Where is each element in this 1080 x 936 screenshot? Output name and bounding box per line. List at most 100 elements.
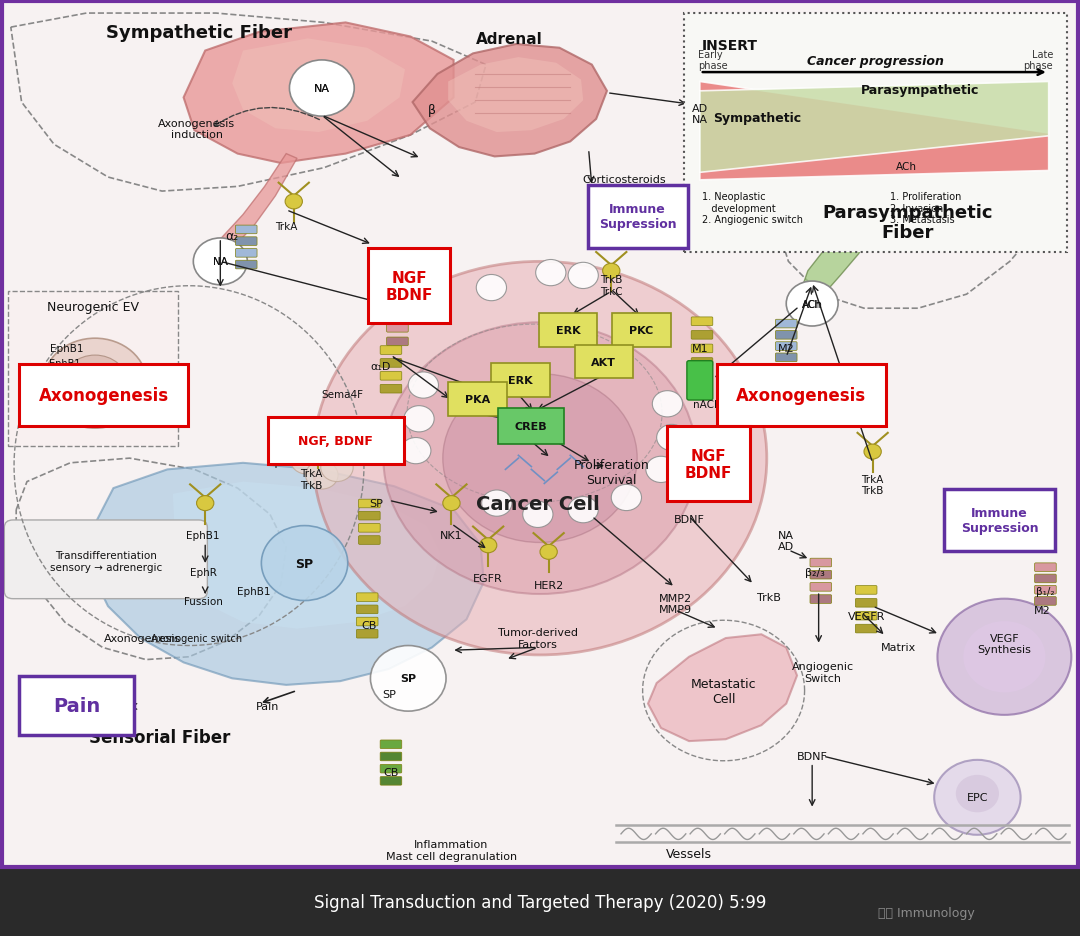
Text: Early
phase: Early phase	[698, 50, 727, 71]
Text: ACh: ACh	[895, 162, 917, 171]
FancyBboxPatch shape	[0, 0, 1080, 866]
FancyBboxPatch shape	[775, 331, 797, 340]
Text: Signal Transduction and Targeted Therapy (2020) 5:99: Signal Transduction and Targeted Therapy…	[314, 893, 766, 912]
FancyBboxPatch shape	[588, 185, 688, 249]
FancyBboxPatch shape	[356, 606, 378, 614]
Text: ACh: ACh	[801, 300, 823, 309]
Text: NGF
BDNF: NGF BDNF	[386, 271, 433, 302]
FancyBboxPatch shape	[359, 524, 380, 533]
FancyBboxPatch shape	[356, 630, 378, 638]
FancyBboxPatch shape	[359, 512, 380, 520]
FancyBboxPatch shape	[387, 338, 408, 346]
Text: Matrix: Matrix	[881, 643, 916, 652]
Text: M2: M2	[1034, 606, 1051, 615]
FancyBboxPatch shape	[356, 593, 378, 602]
Text: Sympathetic: Sympathetic	[713, 112, 801, 125]
Text: Axonogenesis
induction: Axonogenesis induction	[158, 118, 235, 140]
Text: α₂: α₂	[226, 229, 239, 242]
FancyBboxPatch shape	[19, 677, 134, 736]
Circle shape	[536, 260, 566, 286]
Circle shape	[963, 622, 1045, 693]
Text: nAChR: nAChR	[693, 400, 728, 409]
FancyBboxPatch shape	[235, 238, 257, 246]
Text: CB: CB	[383, 768, 399, 777]
Text: PKA: PKA	[464, 395, 490, 404]
Text: TrkA: TrkA	[275, 222, 297, 231]
Circle shape	[82, 389, 91, 397]
Circle shape	[306, 461, 338, 490]
Polygon shape	[211, 154, 297, 253]
Text: EphB1: EphB1	[49, 358, 81, 368]
Polygon shape	[700, 82, 1049, 173]
FancyBboxPatch shape	[235, 261, 257, 270]
FancyBboxPatch shape	[380, 385, 402, 393]
Text: Corticosteroids: Corticosteroids	[582, 175, 666, 184]
Text: M1: M1	[691, 344, 708, 353]
FancyBboxPatch shape	[717, 365, 886, 427]
FancyBboxPatch shape	[4, 520, 207, 599]
Circle shape	[611, 485, 642, 511]
Polygon shape	[448, 58, 583, 133]
Polygon shape	[842, 124, 959, 202]
Circle shape	[786, 282, 838, 327]
Text: Cancer Cell: Cancer Cell	[476, 494, 599, 513]
Text: VEGF
Synthesis: VEGF Synthesis	[977, 633, 1031, 655]
Circle shape	[956, 775, 999, 812]
Circle shape	[482, 490, 512, 517]
Text: SP: SP	[401, 674, 416, 683]
FancyBboxPatch shape	[684, 14, 1067, 253]
Circle shape	[309, 440, 326, 455]
Polygon shape	[232, 39, 405, 133]
FancyBboxPatch shape	[387, 311, 408, 319]
Text: Axonogenesis: Axonogenesis	[737, 387, 866, 405]
FancyBboxPatch shape	[775, 320, 797, 329]
Text: 1. Proliferation
2. Invasion
3. Metastasis: 1. Proliferation 2. Invasion 3. Metastas…	[890, 192, 961, 225]
Circle shape	[657, 425, 687, 451]
FancyBboxPatch shape	[380, 346, 402, 355]
Circle shape	[104, 376, 112, 384]
FancyBboxPatch shape	[235, 249, 257, 258]
Text: Vessels: Vessels	[666, 847, 712, 860]
Polygon shape	[173, 482, 441, 629]
Text: NA
AD: NA AD	[779, 530, 794, 552]
Text: HER2: HER2	[534, 580, 564, 590]
Text: Sema4F: Sema4F	[322, 390, 364, 400]
Text: BDNF: BDNF	[797, 752, 827, 761]
FancyBboxPatch shape	[448, 383, 507, 417]
Text: CREB: CREB	[514, 422, 548, 431]
FancyBboxPatch shape	[268, 417, 404, 464]
Text: Axonogenesis: Axonogenesis	[39, 387, 168, 405]
Circle shape	[289, 61, 354, 117]
Text: EphR: EphR	[190, 568, 216, 578]
Circle shape	[78, 374, 86, 382]
Circle shape	[603, 264, 620, 279]
Circle shape	[864, 445, 881, 460]
FancyBboxPatch shape	[359, 500, 380, 508]
FancyBboxPatch shape	[380, 753, 402, 761]
FancyBboxPatch shape	[855, 612, 877, 621]
Text: Parasympathetic: Parasympathetic	[861, 84, 980, 97]
FancyBboxPatch shape	[359, 536, 380, 545]
Circle shape	[443, 374, 637, 543]
Text: NK1: NK1	[441, 531, 462, 540]
FancyBboxPatch shape	[810, 559, 832, 567]
Text: CB: CB	[362, 621, 377, 630]
FancyBboxPatch shape	[380, 359, 402, 368]
Text: EGFR: EGFR	[473, 574, 503, 583]
Text: INSERT: INSERT	[702, 39, 758, 53]
Text: β₂/₃: β₂/₃	[806, 568, 825, 578]
Text: Inflammation
Mast cell degranulation: Inflammation Mast cell degranulation	[386, 839, 517, 861]
Text: Neurogenic EV: Neurogenic EV	[46, 300, 139, 314]
FancyBboxPatch shape	[380, 777, 402, 785]
Polygon shape	[413, 45, 607, 157]
Text: NA: NA	[213, 257, 228, 267]
FancyBboxPatch shape	[691, 344, 713, 354]
Polygon shape	[89, 463, 484, 685]
FancyBboxPatch shape	[775, 354, 797, 362]
Text: Fussion: Fussion	[184, 596, 222, 606]
Text: NGF
BDNF: NGF BDNF	[685, 448, 732, 480]
Text: Sensorial Fiber: Sensorial Fiber	[90, 728, 230, 747]
FancyBboxPatch shape	[491, 364, 550, 398]
FancyBboxPatch shape	[687, 361, 713, 401]
FancyBboxPatch shape	[368, 249, 450, 324]
